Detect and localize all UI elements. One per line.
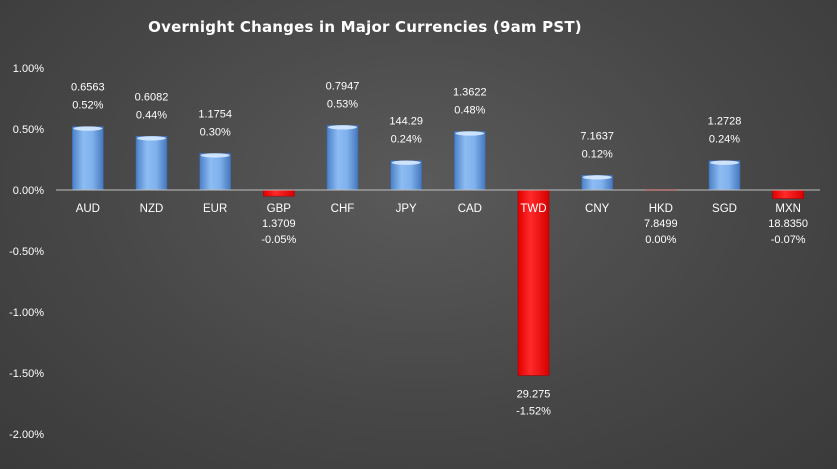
category-label-jpy: JPY	[396, 203, 417, 215]
category-label-hkd: HKD	[649, 203, 673, 215]
chart-title: Overnight Changes in Major Currencies (9…	[148, 18, 582, 36]
pct-label-twd: -1.52%	[516, 405, 551, 417]
bars-group	[72, 125, 804, 376]
bar-eur	[199, 153, 231, 191]
rate-label-aud: 0.6563	[71, 82, 105, 94]
data-labels-group: AUD 0.6563 0.52% NZD 0.6082 0.44% EUR 1.1754 0.3…	[71, 80, 808, 417]
category-label-aud: AUD	[76, 203, 100, 215]
pct-label-chf: 0.53%	[327, 98, 358, 110]
y-tick-label: -1.00%	[9, 307, 44, 319]
pct-label-sgd: 0.24%	[709, 134, 740, 146]
bar-twd	[517, 189, 550, 376]
rate-label-sgd: 1.2728	[708, 116, 742, 128]
bar-mxn	[772, 189, 804, 199]
rate-label-mxn: 18.8350	[768, 218, 808, 230]
rate-label-jpy: 144.29	[389, 116, 423, 128]
bar-highlight	[455, 131, 485, 136]
y-tick-label: -2.00%	[9, 429, 44, 441]
pct-label-cad: 0.48%	[454, 104, 485, 116]
rate-label-eur: 1.1754	[198, 108, 232, 120]
rate-label-twd: 29.275	[517, 388, 551, 400]
pct-label-jpy: 0.24%	[391, 134, 422, 146]
category-label-gbp: GBP	[267, 203, 292, 215]
bar-highlight	[710, 160, 739, 165]
y-tick-label: 1.00%	[13, 63, 44, 75]
category-label-sgd: SGD	[712, 203, 737, 215]
category-label-twd: TWD	[520, 203, 546, 215]
bar-highlight	[73, 126, 103, 131]
pct-label-mxn: -0.07%	[771, 234, 806, 246]
y-tick-label: 0.50%	[13, 124, 44, 136]
bar-cad	[454, 131, 486, 191]
y-tick-label: -1.50%	[9, 368, 44, 380]
bar-highlight	[200, 153, 230, 158]
bar-highlight	[328, 125, 357, 130]
category-label-nzd: NZD	[140, 203, 164, 215]
bar-highlight	[391, 160, 421, 165]
rate-label-chf: 0.7947	[326, 80, 360, 92]
bar-aud	[72, 126, 104, 191]
y-tick-label: -0.50%	[9, 246, 44, 258]
bar-highlight	[137, 136, 166, 141]
rate-label-nzd: 0.6082	[135, 91, 169, 103]
category-label-cny: CNY	[585, 203, 610, 215]
category-label-cad: CAD	[458, 203, 482, 215]
bar-highlight	[582, 175, 612, 180]
category-label-eur: EUR	[203, 203, 227, 215]
pct-label-eur: 0.30%	[200, 126, 231, 138]
category-label-mxn: MXN	[775, 203, 801, 215]
bar-chf	[326, 125, 359, 191]
rate-label-cny: 7.1637	[580, 130, 614, 142]
pct-label-gbp: -0.05%	[261, 234, 296, 246]
category-label-chf: CHF	[331, 203, 355, 215]
pct-label-cny: 0.12%	[582, 148, 613, 160]
pct-label-aud: 0.52%	[72, 100, 103, 112]
pct-label-nzd: 0.44%	[136, 109, 167, 121]
bar-gbp	[263, 189, 295, 197]
rate-label-cad: 1.3622	[453, 86, 487, 98]
bar-sgd	[708, 160, 741, 191]
y-tick-label: 0.00%	[13, 185, 44, 197]
bar-jpy	[390, 160, 422, 191]
bar-nzd	[135, 136, 168, 191]
rate-label-hkd: 7.8499	[644, 218, 678, 230]
pct-label-hkd: 0.00%	[645, 234, 676, 246]
y-axis-tick-labels: 1.00% 0.50% 0.00% -0.50% -1.00% -1.50% -2.00%	[9, 63, 44, 441]
rate-label-gbp: 1.3709	[262, 218, 296, 230]
